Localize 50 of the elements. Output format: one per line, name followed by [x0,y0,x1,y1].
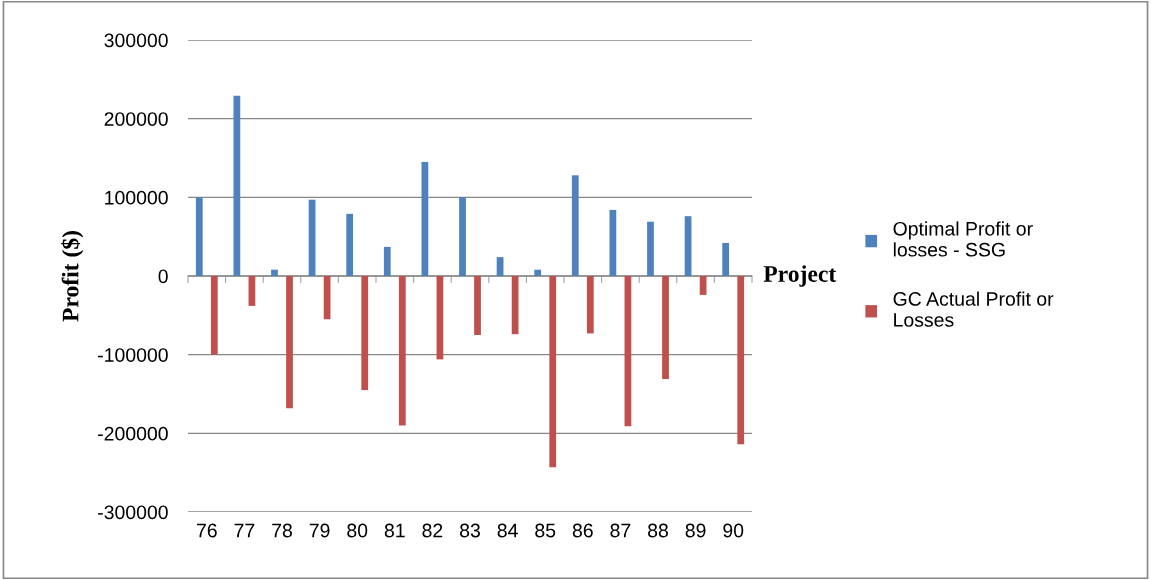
y-tick-label: -300000 [98,505,168,520]
x-tick-label: 89 [685,523,706,538]
x-tick-label: 82 [422,523,443,538]
x-tick-label: 85 [535,523,556,538]
bar [609,209,617,276]
x-tick-label: 83 [460,523,480,538]
bar [361,276,369,391]
bar [699,276,707,295]
x-tick-label: 84 [497,523,518,538]
bar [586,276,594,334]
x-tick-label: 80 [347,523,368,538]
y-tick-label: 0 [158,269,168,284]
bar [286,276,293,409]
x-tick-label: 78 [272,523,292,538]
bar [195,197,203,276]
x-tick-label: 87 [610,523,631,538]
bar [647,221,654,276]
y-tick-label: 300000 [104,33,168,48]
bar [662,276,669,380]
bar [346,213,354,276]
bar [511,276,519,335]
bar [398,276,406,426]
bar [737,276,745,445]
y-tick-label: 100000 [105,190,168,205]
x-tick-label: 77 [234,523,255,538]
x-axis-title: Project [763,265,837,287]
bar [571,175,579,276]
y-tick-label: -200000 [98,426,168,441]
bar [421,161,429,276]
bar [233,95,241,276]
y-tick-label: -100000 [98,348,168,362]
bar [474,276,481,335]
x-tick-label: 90 [723,523,744,538]
bar [210,276,218,355]
x-tick-label: 88 [648,523,668,538]
legend-label: Optimal Profit or losses - SSG [893,221,1033,257]
bar [323,276,331,320]
y-axis-title: Profit ($) [61,231,84,322]
bar [459,197,466,276]
bar [383,246,391,276]
x-tick-label: 76 [196,523,217,538]
bar [722,242,730,276]
bar [549,276,557,468]
bar [271,269,278,276]
x-tick-label: 86 [572,523,593,538]
bar [534,269,542,276]
legend-label: GC Actual Profit or Losses [893,291,1054,327]
x-tick-label: 81 [384,523,405,538]
x-tick-label: 79 [309,523,330,538]
y-tick-label: 200000 [104,112,168,126]
